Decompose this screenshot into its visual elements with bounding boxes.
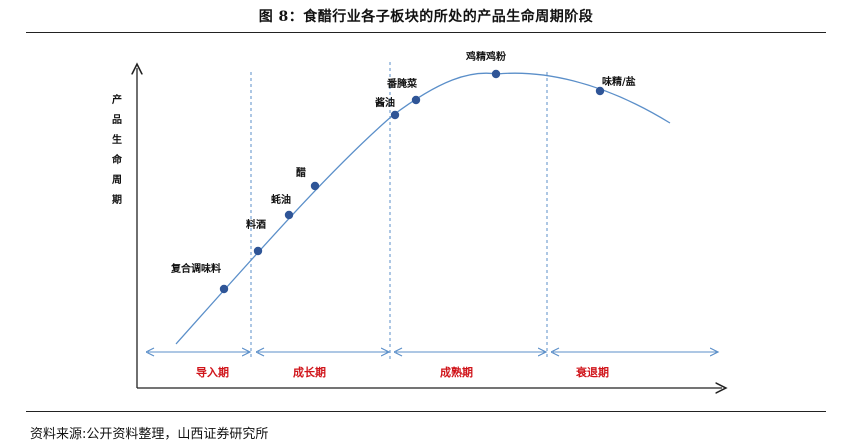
y-axis-label-char: 品 [112, 114, 122, 126]
figure-title: 图 8：食醋行业各子板块的所处的产品生命周期阶段 [258, 9, 594, 25]
product-label: 醋 [296, 166, 306, 179]
product-dot [411, 95, 421, 105]
product-dot [595, 86, 605, 96]
bottom-rule [26, 411, 826, 412]
y-axis-label-char: 生 [112, 133, 122, 146]
product-dot [390, 110, 400, 120]
product-label: 复合调味料 [170, 262, 221, 275]
product-dots [219, 69, 605, 294]
y-axis-label-char: 产 [112, 93, 122, 106]
product-dot [310, 181, 320, 191]
product-label: 料酒 [246, 218, 266, 231]
product-label: 味精/盐 [602, 75, 636, 88]
product-dot [219, 284, 229, 294]
y-axis-label-char: 命 [111, 153, 123, 166]
phase-label: 衰退期 [575, 365, 609, 379]
y-axis-label: 产 品 生 命 周 期 [111, 93, 123, 206]
product-label: 鸡精鸡粉 [465, 50, 506, 63]
product-label: 番腌菜 [386, 77, 418, 90]
phase-label: 成长期 [293, 365, 326, 379]
product-dot [284, 210, 294, 220]
source-note: 资料来源:公开资料整理，山西证券研究所 [30, 427, 269, 442]
phase-label: 导入期 [196, 365, 229, 379]
product-label: 酱油 [375, 96, 395, 109]
product-dot [491, 69, 501, 79]
y-axis-label-char: 周 [112, 174, 122, 186]
top-rule [26, 32, 826, 33]
lifecycle-curve [175, 72, 671, 345]
phase-label: 成熟期 [440, 365, 473, 379]
y-axis-label-char: 期 [112, 193, 122, 206]
product-dot [253, 246, 263, 256]
product-label: 蚝油 [271, 193, 291, 206]
